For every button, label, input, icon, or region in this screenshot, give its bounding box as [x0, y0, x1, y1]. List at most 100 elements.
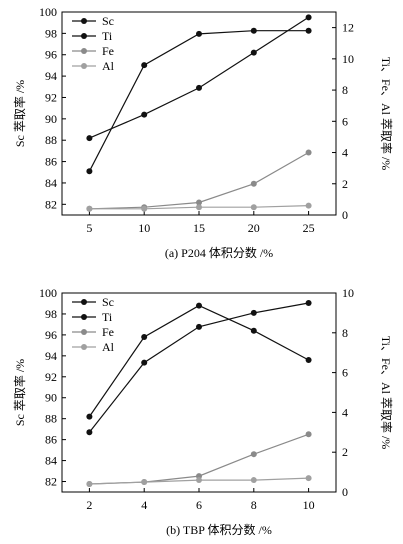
y-right-axis-label: Ti、Fe、Al 萃取率 /% — [379, 57, 394, 171]
data-point-ti — [305, 299, 312, 306]
y-right-tick-label: 2 — [342, 445, 348, 459]
x-tick-label: 5 — [86, 221, 92, 235]
legend-marker — [81, 344, 87, 350]
data-point-fe — [250, 180, 257, 187]
y-left-tick-label: 90 — [45, 391, 57, 405]
data-point-fe — [305, 149, 312, 156]
data-point-fe — [250, 451, 257, 458]
y-left-axis-label: Sc 萃取率 /% — [12, 359, 27, 426]
data-point-al — [305, 202, 312, 209]
y-left-tick-label: 82 — [45, 197, 57, 211]
y-left-tick-label: 94 — [45, 69, 57, 83]
series-line-sc — [88, 304, 309, 417]
y-right-tick-label: 2 — [342, 177, 348, 191]
y-right-tick-label: 12 — [342, 21, 354, 35]
x-tick-label: 6 — [196, 498, 202, 512]
y-left-tick-label: 86 — [45, 433, 57, 447]
data-point-al — [250, 204, 257, 211]
y-left-tick-label: 96 — [45, 48, 57, 62]
y-left-tick-label: 94 — [45, 349, 57, 363]
data-point-sc — [305, 14, 312, 21]
data-point-sc — [250, 49, 257, 56]
y-left-tick-label: 92 — [45, 370, 57, 384]
legend-label: Al — [102, 340, 115, 354]
chart-caption: (b) TBP 体积分数 /% — [166, 522, 272, 537]
y-left-tick-label: 88 — [45, 412, 57, 426]
legend-label: Ti — [102, 29, 113, 43]
legend-marker — [81, 33, 87, 39]
y-left-tick-label: 88 — [45, 133, 57, 147]
legend-marker — [81, 48, 87, 54]
data-point-al — [250, 477, 257, 484]
data-point-sc — [86, 135, 93, 142]
y-left-tick-label: 84 — [45, 454, 57, 468]
x-tick-label: 8 — [251, 498, 257, 512]
x-tick-label: 2 — [86, 498, 92, 512]
chart-a: 5 10 15 20 25 82 84 86 88 90 92 94 96 98 100 0 2 4 6 8 10 12 S… — [12, 5, 394, 260]
legend-label: Sc — [102, 295, 114, 309]
y-right-tick-label: 8 — [342, 326, 348, 340]
data-point-sc — [196, 84, 202, 91]
legend-label: Al — [102, 59, 115, 73]
x-tick-label: 15 — [193, 221, 205, 235]
y-left-tick-label: 100 — [39, 5, 57, 19]
y-left-tick-label: 98 — [45, 26, 57, 40]
data-point-ti — [196, 323, 202, 330]
x-tick-label: 10 — [138, 221, 150, 235]
legend-marker — [81, 329, 87, 335]
data-point-al — [196, 477, 202, 484]
data-point-ti — [250, 309, 257, 316]
data-point-ti — [250, 27, 257, 34]
y-left-axis-label: Sc 萃取率 /% — [12, 80, 27, 147]
x-tick-label: 25 — [303, 221, 315, 235]
data-point-al — [196, 204, 202, 211]
y-left-tick-label: 84 — [45, 176, 57, 190]
y-left-tick-label: 100 — [39, 286, 57, 300]
data-point-ti — [86, 168, 93, 175]
legend-label: Ti — [102, 310, 113, 324]
y-left-tick-label: 92 — [45, 90, 57, 104]
y-right-tick-label: 6 — [342, 366, 348, 380]
data-point-ti — [305, 27, 312, 34]
legend-marker — [81, 314, 87, 320]
y-left-tick-label: 98 — [45, 307, 57, 321]
data-point-al — [86, 481, 93, 488]
y-right-tick-label: 8 — [342, 83, 348, 97]
data-point-sc — [305, 357, 312, 364]
y-right-tick-label: 0 — [342, 208, 348, 222]
y-left-tick-label: 82 — [45, 475, 57, 489]
chart-caption: (a) P204 体积分数 /% — [165, 245, 273, 260]
chart-b: 2 4 6 8 10 82 84 86 88 90 92 94 96 98 100 0 2 4 6 8 10 Sc 萃取率… — [12, 286, 394, 537]
y-left-tick-label: 96 — [45, 328, 57, 342]
data-point-ti — [141, 359, 148, 366]
y-right-tick-label: 0 — [342, 485, 348, 499]
data-point-al — [141, 205, 148, 212]
y-right-tick-label: 4 — [342, 146, 348, 160]
x-tick-label: 4 — [141, 498, 147, 512]
data-point-ti — [196, 30, 202, 37]
series-line-ti — [88, 30, 309, 172]
y-right-tick-label: 4 — [342, 405, 348, 419]
legend-label: Fe — [102, 44, 114, 58]
data-point-fe — [196, 199, 202, 206]
data-point-ti — [86, 429, 93, 436]
data-point-al — [141, 479, 148, 486]
y-left-tick-label: 90 — [45, 112, 57, 126]
x-tick-label: 10 — [303, 498, 315, 512]
data-point-sc — [141, 333, 148, 340]
legend-label: Sc — [102, 14, 114, 28]
legend-marker — [81, 18, 87, 24]
data-point-fe — [305, 431, 312, 438]
y-right-tick-label: 10 — [342, 286, 354, 300]
legend-marker — [81, 63, 87, 69]
y-left-tick-label: 86 — [45, 155, 57, 169]
data-point-sc — [196, 302, 202, 309]
series-line-ti — [88, 302, 309, 433]
data-point-al — [305, 475, 312, 482]
data-point-ti — [141, 62, 148, 69]
legend-label: Fe — [102, 325, 114, 339]
data-point-sc — [86, 413, 93, 420]
legend-marker — [81, 299, 87, 305]
data-point-sc — [250, 327, 257, 334]
